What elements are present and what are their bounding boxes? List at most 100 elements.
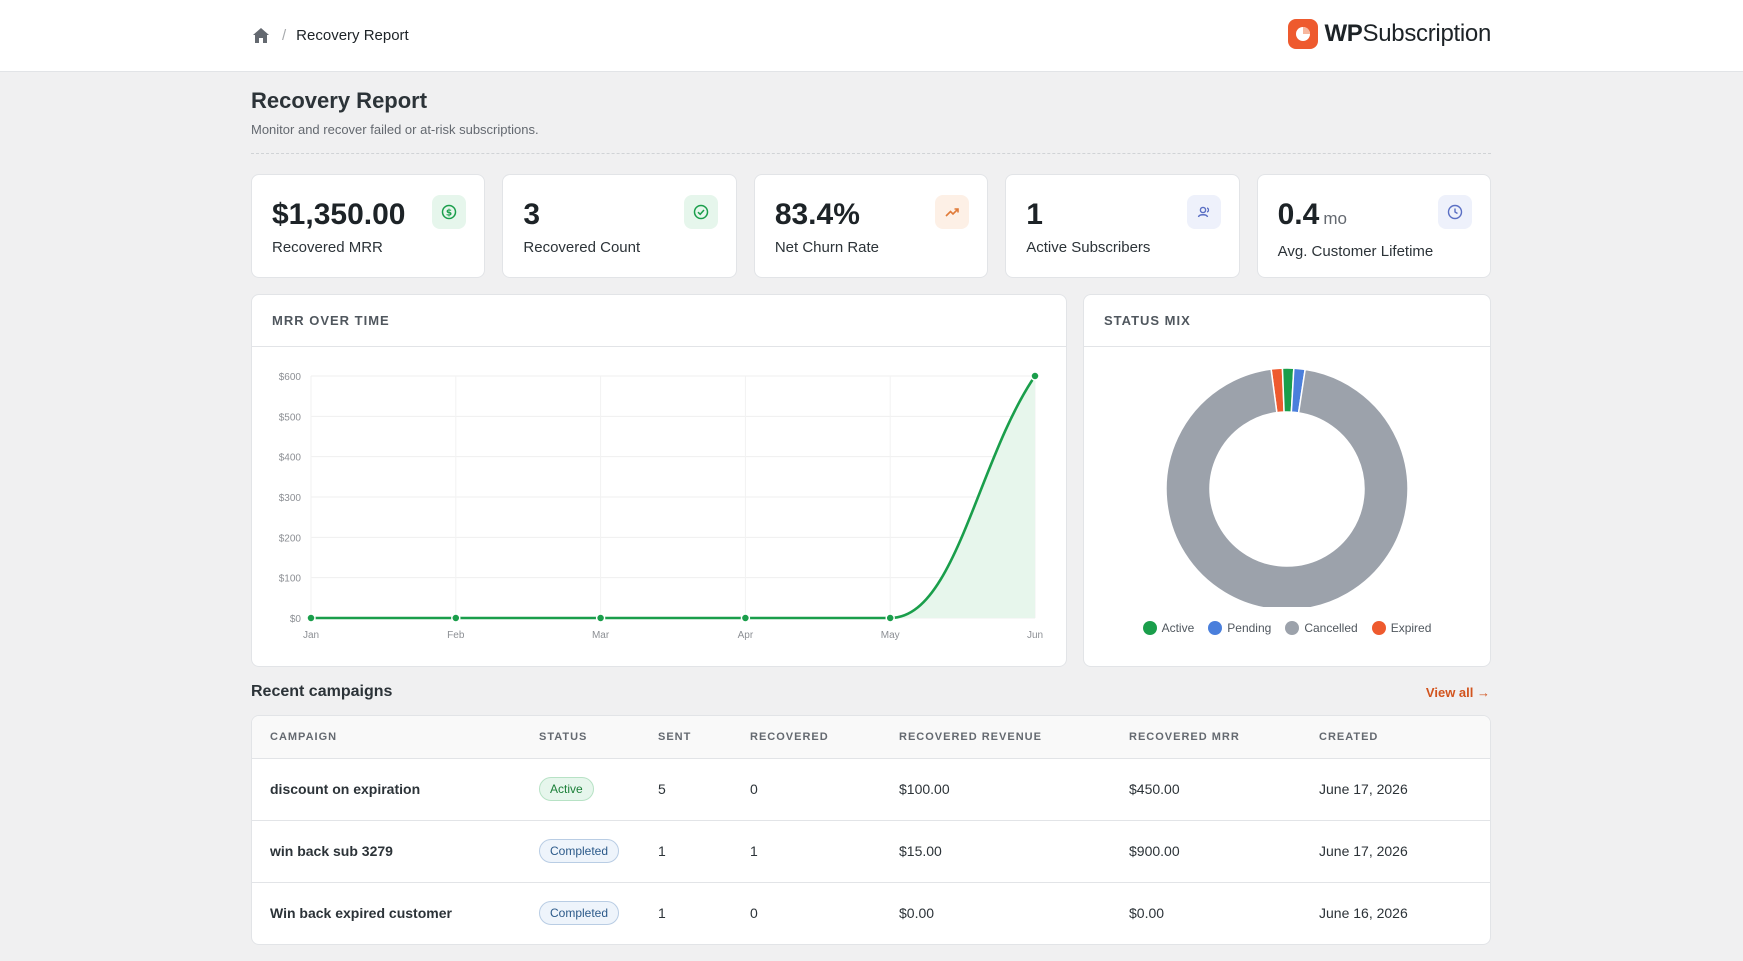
donut-slice-cancelled[interactable]	[1165, 368, 1409, 607]
mrr-data-point[interactable]	[885, 613, 895, 623]
status-mix-donut	[1165, 367, 1409, 607]
column-header-created[interactable]: CREATED	[1319, 716, 1490, 759]
mrr-data-point[interactable]	[740, 613, 751, 623]
trending-up-icon	[935, 195, 970, 229]
y-tick-label: $400	[279, 453, 302, 464]
y-tick-label: $0	[290, 614, 302, 625]
stat-value: 3	[523, 198, 541, 231]
campaign-recovered-mrr: $900.00	[1129, 843, 1180, 859]
campaign-sent: 1	[658, 843, 666, 859]
x-tick-label: Apr	[738, 630, 754, 641]
top-bar: / Recovery Report WPSubscription	[0, 0, 1743, 72]
campaign-name[interactable]: win back sub 3279	[270, 843, 393, 859]
campaign-status: Completed	[539, 820, 658, 882]
brand-logo[interactable]: WPSubscription	[1288, 19, 1491, 49]
recent-campaigns-title: Recent campaigns	[251, 683, 393, 700]
mrr-data-point[interactable]	[306, 613, 316, 623]
campaign-created: June 17, 2026	[1319, 781, 1408, 797]
table-row[interactable]: win back sub 3279 Completed 1 1 $15.00 $…	[252, 820, 1490, 882]
page-subtitle: Monitor and recover failed or at-risk su…	[251, 122, 539, 137]
status-mix-legend: Active Pending Cancelled Expired	[1084, 621, 1490, 635]
breadcrumb-current: Recovery Report	[296, 26, 409, 44]
column-header-recovered[interactable]: RECOVERED	[750, 716, 899, 759]
campaign-recovered-mrr: $450.00	[1129, 781, 1180, 797]
mrr-data-point[interactable]	[451, 613, 461, 623]
column-header-recovered-revenue[interactable]: RECOVERED REVENUE	[899, 716, 1129, 759]
home-icon[interactable]	[250, 24, 272, 46]
y-tick-label: $600	[279, 372, 302, 383]
campaign-recovered-revenue: $0.00	[899, 905, 935, 922]
column-header-sent[interactable]: SENT	[658, 716, 750, 759]
table-row[interactable]: Win back expired customer Completed 1 0 …	[252, 882, 1490, 944]
x-tick-label: Jan	[303, 630, 319, 641]
stat-label: Recovered MRR	[272, 239, 383, 256]
legend-item-cancelled[interactable]: Cancelled	[1285, 621, 1358, 635]
brand-logo-icon	[1288, 19, 1319, 49]
campaign-recovered-revenue: $100.00	[899, 781, 950, 797]
users-icon	[1186, 195, 1221, 229]
dollar-icon: $	[432, 195, 467, 229]
stat-value: 1	[1026, 198, 1043, 231]
status-mix-panel: STATUS MIX Active Pending Cancelled Expired	[1083, 294, 1491, 667]
legend-swatch	[1142, 621, 1157, 635]
campaign-recovered: 1	[750, 843, 758, 859]
column-header-campaign[interactable]: CAMPAIGN	[252, 716, 539, 759]
campaign-recovered: 0	[750, 905, 758, 922]
campaign-recovered-revenue: $15.00	[899, 843, 942, 859]
campaign-sent: 1	[658, 905, 666, 922]
stat-value: $1,350.00	[272, 198, 406, 231]
breadcrumb-separator: /	[282, 26, 287, 44]
stat-card-net-churn-rate: 83.4% Net Churn Rate	[753, 174, 989, 278]
campaign-name[interactable]: discount on expiration	[270, 781, 421, 797]
svg-text:$: $	[446, 209, 452, 219]
page-header: Recovery Report Monitor and recover fail…	[251, 88, 1491, 154]
y-tick-label: $500	[279, 412, 302, 423]
mrr-data-point[interactable]	[1030, 371, 1040, 381]
status-badge: Completed	[539, 901, 620, 926]
y-tick-label: $300	[279, 493, 302, 504]
stat-card-active-subscribers: 1 Active Subscribers	[1005, 174, 1240, 278]
legend-item-expired[interactable]: Expired	[1371, 621, 1431, 635]
stat-label: Recovered Count	[523, 239, 641, 256]
x-tick-label: May	[881, 630, 900, 641]
campaign-status: Completed	[539, 882, 658, 944]
status-badge: Completed	[539, 839, 620, 863]
y-tick-label: $100	[279, 574, 302, 585]
clock-icon	[1438, 195, 1473, 229]
legend-label: Pending	[1227, 621, 1272, 635]
mrr-data-point[interactable]	[595, 613, 606, 623]
mrr-area-fill	[311, 376, 1035, 618]
campaign-created: June 17, 2026	[1319, 843, 1408, 859]
stat-label: Avg. Customer Lifetime	[1277, 243, 1434, 260]
legend-item-pending[interactable]: Pending	[1208, 621, 1271, 635]
stat-card-recovered-count: 3 Recovered Count	[502, 174, 737, 278]
campaign-recovered: 0	[750, 781, 758, 797]
column-header-status[interactable]: STATUS	[539, 716, 658, 759]
breadcrumb: / Recovery Report	[250, 24, 409, 46]
page-title: Recovery Report	[251, 88, 428, 113]
legend-swatch	[1208, 621, 1223, 635]
stat-value: 83.4%	[774, 198, 860, 231]
column-header-recovered-mrr[interactable]: RECOVERED MRR	[1129, 716, 1319, 759]
legend-swatch	[1371, 621, 1386, 635]
view-all-link[interactable]: View all →	[1425, 685, 1490, 700]
stat-card-recovered-mrr: $1,350.00 Recovered MRR $	[251, 174, 486, 278]
status-badge: Active	[539, 777, 594, 801]
check-circle-icon	[683, 195, 718, 229]
x-tick-label: Feb	[447, 630, 465, 641]
legend-item-active[interactable]: Active	[1142, 621, 1195, 635]
y-tick-label: $200	[279, 533, 302, 544]
table-row[interactable]: discount on expiration Active 5 0 $100.0…	[252, 758, 1490, 820]
panel-heading: MRR OVER TIME	[252, 295, 1066, 347]
stat-card-avg-customer-lifetime: 0.4 mo Avg. Customer Lifetime	[1256, 174, 1492, 278]
legend-label: Cancelled	[1304, 621, 1358, 635]
campaign-name[interactable]: Win back expired customer	[270, 905, 452, 922]
panel-heading: STATUS MIX	[1084, 295, 1490, 347]
legend-swatch	[1285, 621, 1300, 635]
x-tick-label: Mar	[592, 630, 610, 641]
campaign-sent: 5	[658, 781, 666, 797]
brand-name: WPSubscription	[1324, 20, 1491, 47]
legend-label: Active	[1161, 621, 1195, 635]
campaign-status: Active	[539, 758, 658, 820]
stat-label: Active Subscribers	[1026, 239, 1151, 256]
